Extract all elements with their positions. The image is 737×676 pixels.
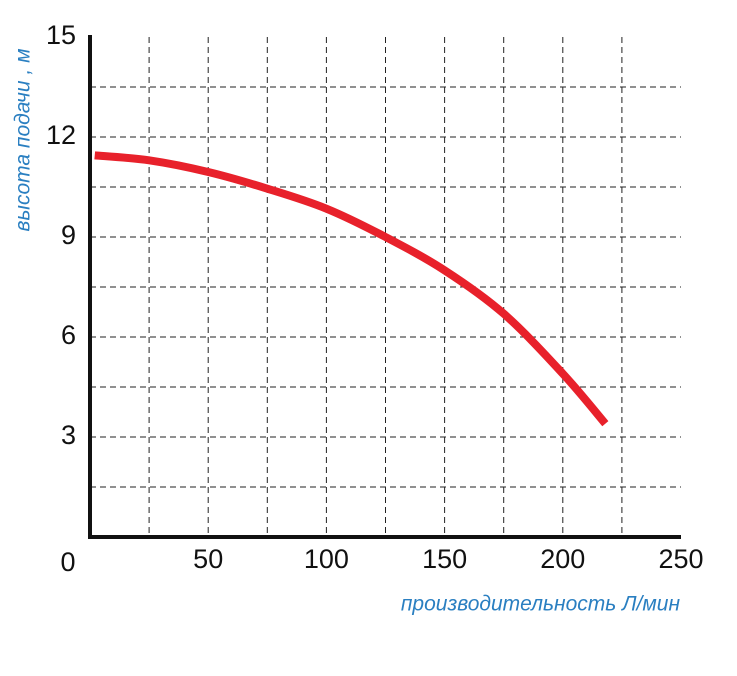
y-tick-label: 9 bbox=[61, 220, 76, 250]
curve bbox=[94, 151, 609, 427]
x-axis-label: производительность Л/мин bbox=[401, 593, 681, 616]
y-tick-label: 15 bbox=[46, 20, 76, 50]
y-tick-label: 12 bbox=[46, 120, 76, 150]
x-tick-label: 200 bbox=[540, 544, 585, 574]
y-axis-label: высота подачи , м bbox=[12, 49, 35, 232]
x-tick-label: 100 bbox=[304, 544, 349, 574]
y-tick-label: 0 bbox=[60, 547, 75, 577]
y-tick-label: 6 bbox=[61, 320, 76, 350]
x-tick-label: 150 bbox=[422, 544, 467, 574]
y-tick-label: 3 bbox=[61, 420, 76, 450]
x-tick-label: 50 bbox=[193, 544, 223, 574]
x-tick-label: 250 bbox=[658, 544, 703, 574]
